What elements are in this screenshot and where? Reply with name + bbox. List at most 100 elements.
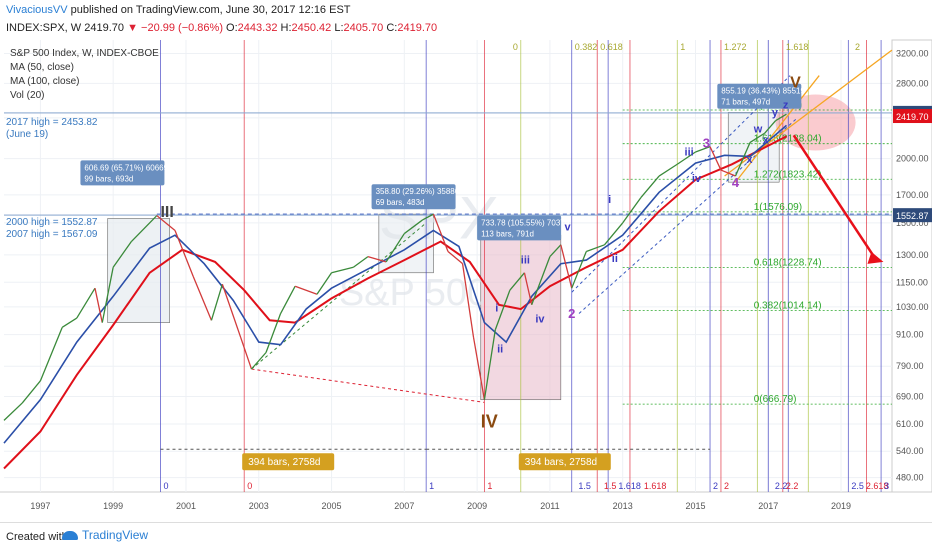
fib-time-top-label: 2 <box>855 42 860 52</box>
price-segment <box>422 213 434 221</box>
publisher-line: VivaciousVV published on TradingView.com… <box>6 4 351 16</box>
fib-level-label: 1.272(1823.42) <box>754 169 822 180</box>
high-value: 2450.42 <box>291 22 332 34</box>
measure-info-text: 71 bars, 497d <box>721 98 770 107</box>
price-segment <box>112 241 132 268</box>
wave-label: y <box>772 107 779 119</box>
annotation-2017-date: (June 19) <box>6 129 48 140</box>
y-tick-label: 1500.00 <box>896 218 929 228</box>
price-segment <box>352 256 369 268</box>
price-segment <box>210 284 223 321</box>
tradingview-logo[interactable]: TradingView <box>62 528 148 542</box>
x-tick-label: 2017 <box>758 501 778 511</box>
cycle-label: 394 bars, 2758d <box>248 457 320 468</box>
fib-level-label: 0.382(1014.14) <box>754 300 822 311</box>
close-value: 2419.70 <box>397 22 438 34</box>
y-tick-label: 1300.00 <box>896 250 929 260</box>
price-segment <box>3 402 23 421</box>
fib-time-bottom-label: 0 <box>163 481 168 491</box>
projection-arrow-head <box>867 251 884 264</box>
watermark-name: S&P 500 <box>339 272 488 314</box>
fib-time-bottom-label: 2.5 <box>851 481 864 491</box>
wave-label: w <box>753 123 763 135</box>
cycle-box <box>242 453 335 471</box>
annotation-2000-high: 2000 high = 1552.87 <box>6 217 98 228</box>
y-tick-label: 2800.00 <box>896 78 929 88</box>
price-segment <box>21 380 41 404</box>
price-segment <box>39 327 63 382</box>
fib-level-label: 1.618(2138.04) <box>754 134 822 145</box>
price-segment <box>331 266 354 274</box>
y-tick-label: 1150.00 <box>896 277 928 287</box>
fib-time-bottom-label: 2.2 <box>786 481 799 491</box>
price-segment <box>483 329 496 400</box>
fib-time-top-label: 0.382 <box>575 42 598 52</box>
x-tick-label: 1997 <box>30 501 50 511</box>
wave-label: ii <box>497 343 503 355</box>
x-tick-label: 2007 <box>394 501 414 511</box>
price-chart[interactable]: 480.00540.00610.00690.00790.00910.001030… <box>0 0 932 522</box>
legend-item: S&P 500 Index, W, INDEX-CBOE <box>10 48 159 59</box>
fib-time-top-label: 0.618 <box>600 42 623 52</box>
price-segment <box>76 287 96 319</box>
wave-label: x <box>763 134 770 146</box>
wave-label: iv <box>692 173 702 185</box>
price-segment <box>367 255 387 263</box>
price-segment <box>130 215 158 242</box>
x-tick-label: 2011 <box>540 501 559 511</box>
price-tag-box <box>893 208 932 223</box>
y-tick-label: 690.00 <box>896 391 924 401</box>
price-segment <box>775 113 787 122</box>
price-segment <box>720 169 736 177</box>
down-arrow-icon: ▼ <box>127 22 138 34</box>
legend-item: MA (50, close) <box>10 62 74 73</box>
author-link[interactable]: VivaciousVV <box>6 4 68 16</box>
fib-time-bottom-label: 0 <box>247 481 252 491</box>
y-tick-label: 2000.00 <box>896 154 929 164</box>
ohlc-line: INDEX:SPX, W 2419.70 ▼ −20.99 (−0.86%) O… <box>6 22 437 34</box>
y-tick-label: 610.00 <box>896 419 924 429</box>
price-segment <box>622 197 642 224</box>
x-tick-label: 2003 <box>249 501 269 511</box>
wave-label: 3 <box>703 136 710 151</box>
price-segment <box>603 222 624 246</box>
orange-trend-lower <box>734 75 820 183</box>
measure-info-box <box>371 184 456 210</box>
price-segment <box>640 175 660 198</box>
x-tick-label: 2001 <box>176 501 196 511</box>
chart-header: VivaciousVV published on TradingView.com… <box>0 0 932 40</box>
fib-time-bottom-label: 2.618 <box>866 481 889 491</box>
measure-info-text: 606.69 (65.71%) 60669 <box>84 163 168 172</box>
fib-time-top-label: 1 <box>680 42 685 52</box>
legend-item: MA (100, close) <box>10 76 79 87</box>
cycle-box <box>518 453 611 471</box>
wave-label: x <box>746 154 753 166</box>
price-segment <box>509 272 525 291</box>
high-label: H: <box>280 22 292 34</box>
price-segment <box>494 289 511 330</box>
wave-label: III <box>160 204 173 221</box>
price-segment <box>265 313 282 353</box>
x-tick-label: 2019 <box>831 501 851 511</box>
fib-time-bottom-label: 1.618 <box>618 481 641 491</box>
open-label: O: <box>226 22 238 34</box>
close-label: C: <box>386 22 398 34</box>
price-segment <box>61 317 78 328</box>
low-label: L: <box>334 22 344 34</box>
price-change: −20.99 (−0.86%) <box>141 22 223 34</box>
wave-label: i <box>608 194 611 206</box>
published-text: published on TradingView.com, June 30, 2… <box>70 4 351 16</box>
annotation-2007-high: 2007 high = 1567.09 <box>6 229 98 240</box>
measure-box-1998 <box>107 218 170 323</box>
price-segment <box>709 146 722 171</box>
price-segment <box>447 250 463 265</box>
price-segment <box>764 120 777 134</box>
fib-time-bottom-label: 1.5 <box>578 481 591 491</box>
price-segment <box>531 256 551 305</box>
wave-label: IV <box>481 412 498 432</box>
ma100-line <box>3 135 787 470</box>
price-segment <box>280 285 296 314</box>
wave-label: iii <box>521 255 530 267</box>
price-segment <box>294 285 318 295</box>
price-segment <box>549 244 562 258</box>
